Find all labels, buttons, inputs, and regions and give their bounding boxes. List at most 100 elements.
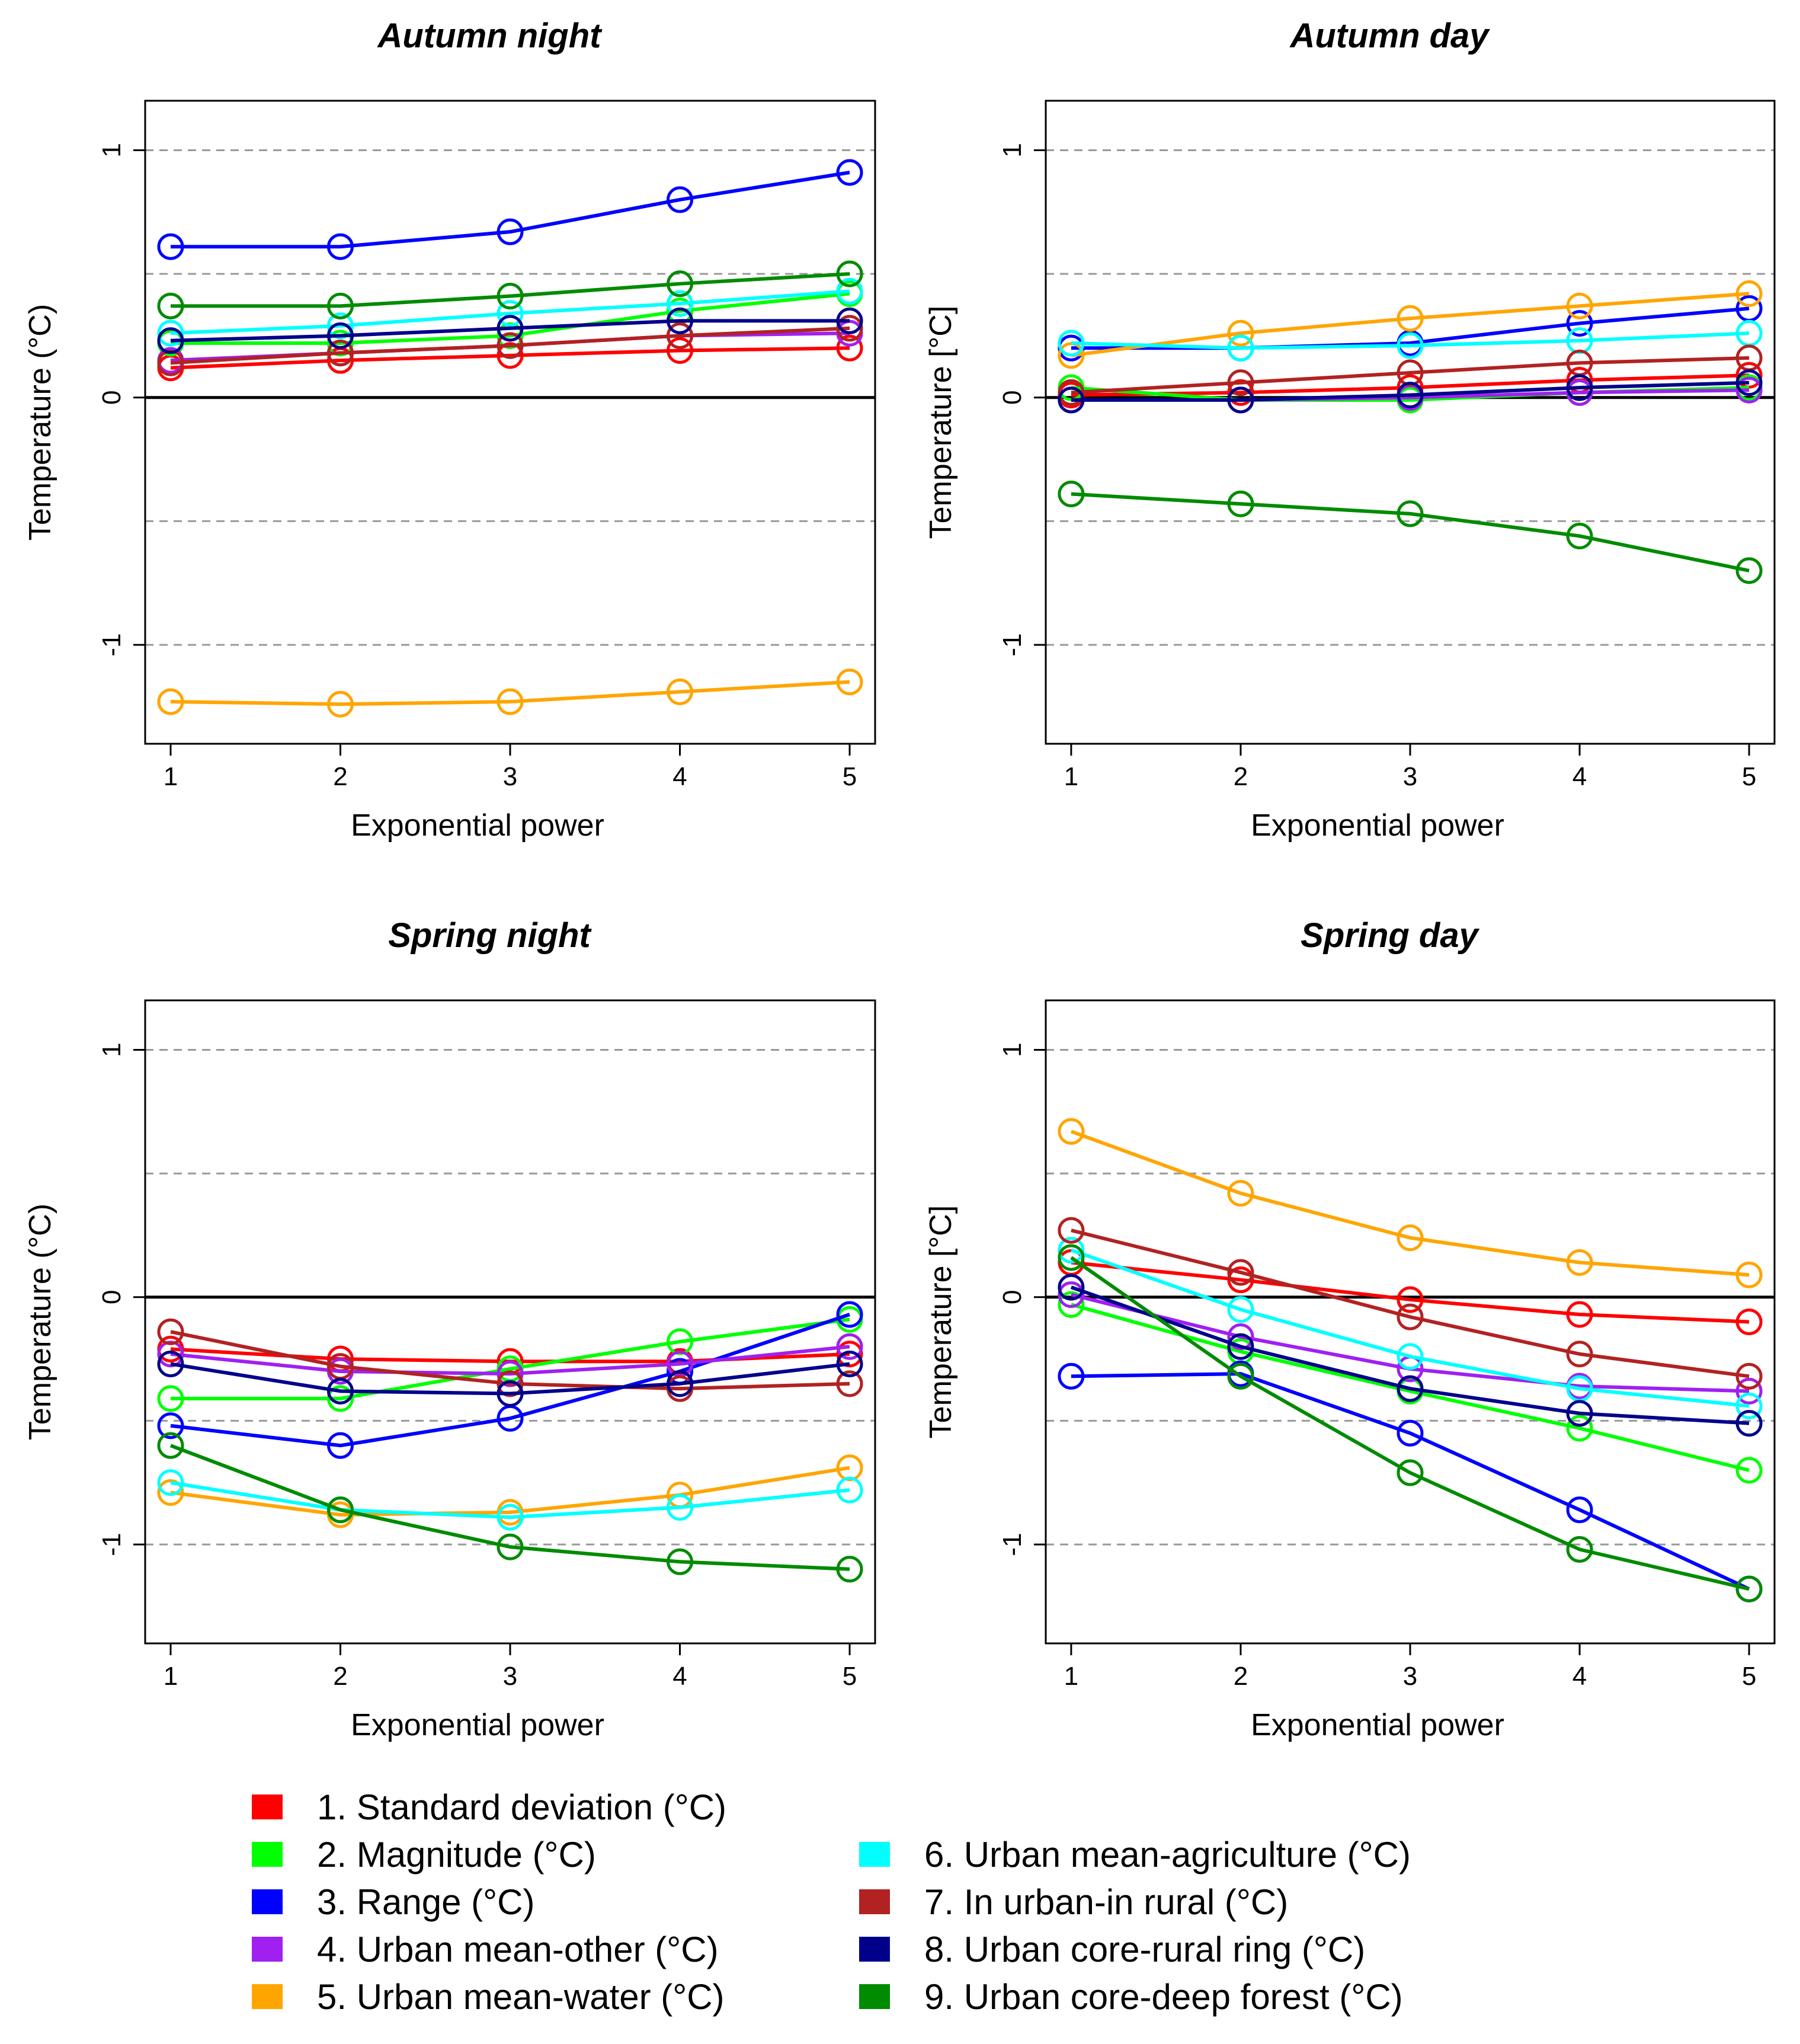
data-point xyxy=(667,1370,694,1397)
x-axis-label: Exponential power xyxy=(351,808,604,843)
series-9 xyxy=(1058,481,1763,584)
legend-entry-8: 8. Urban core-rural ring (°C) xyxy=(859,1930,1365,1969)
data-point xyxy=(1227,379,1254,406)
data-point xyxy=(836,1341,863,1368)
data-point xyxy=(1735,1575,1763,1602)
x-tick-label: 3 xyxy=(1403,1662,1417,1691)
series-line xyxy=(170,680,850,706)
x-axis-label: Exponential power xyxy=(351,1708,604,1742)
data-point xyxy=(1227,1362,1254,1390)
legend-label: 1. Standard deviation (°C) xyxy=(317,1787,726,1827)
series-8 xyxy=(157,307,863,354)
data-point xyxy=(667,290,694,317)
series-5 xyxy=(1058,280,1763,369)
data-point xyxy=(326,690,354,718)
data-point xyxy=(326,1432,354,1459)
data-point xyxy=(157,327,184,354)
data-point xyxy=(157,1432,184,1459)
data-point xyxy=(1397,1375,1424,1402)
series-line xyxy=(170,289,850,335)
data-point xyxy=(497,332,524,359)
data-point xyxy=(1227,319,1254,347)
data-point xyxy=(1058,1274,1085,1301)
x-tick-label: 5 xyxy=(843,1662,857,1691)
series-line xyxy=(170,326,850,365)
series-8 xyxy=(1058,1274,1763,1437)
series-3 xyxy=(157,1301,863,1459)
series-line xyxy=(1071,1372,1750,1591)
data-point xyxy=(667,186,694,213)
y-tick-label: -1 xyxy=(998,1533,1027,1556)
data-point xyxy=(1735,1362,1763,1390)
data-point xyxy=(497,688,524,715)
series-line xyxy=(1071,1261,1750,1324)
series-6 xyxy=(157,277,863,347)
data-point xyxy=(1566,1341,1593,1368)
legend-entry-1: 1. Standard deviation (°C) xyxy=(252,1787,726,1827)
data-point xyxy=(1735,1261,1763,1288)
data-point xyxy=(1735,362,1763,389)
data-point xyxy=(1058,1118,1085,1145)
y-tick-label: 0 xyxy=(97,1290,126,1304)
legend-swatch xyxy=(252,1937,283,1962)
data-point xyxy=(836,1370,863,1397)
y-tick-label: 0 xyxy=(998,1290,1027,1304)
data-point xyxy=(326,340,354,367)
data-point xyxy=(157,688,184,715)
series-9 xyxy=(1058,1244,1763,1602)
data-point xyxy=(157,319,184,347)
legend-swatch xyxy=(252,1842,283,1867)
series-line xyxy=(170,1362,850,1396)
y-axis-label: Temperature (°C) xyxy=(23,304,57,540)
x-tick-label: 2 xyxy=(333,762,347,791)
y-tick-label: 0 xyxy=(998,391,1027,405)
data-point xyxy=(1058,1362,1085,1390)
data-point xyxy=(1566,1400,1593,1427)
legend-swatch xyxy=(252,1889,283,1914)
data-point xyxy=(836,1476,863,1504)
data-point xyxy=(1397,305,1424,332)
legend-entry-2: 2. Magnitude (°C) xyxy=(252,1835,596,1875)
series-3 xyxy=(157,159,863,260)
legend-label: 4. Urban mean-other (°C) xyxy=(317,1930,719,1969)
data-point xyxy=(1566,310,1593,337)
data-point xyxy=(1227,386,1254,414)
data-point xyxy=(157,1479,184,1506)
panel-title: Spring day xyxy=(1301,916,1479,955)
legend-label: 9. Urban core-deep forest (°C) xyxy=(924,1977,1403,2017)
series-6 xyxy=(1058,319,1763,362)
data-point xyxy=(157,1385,184,1412)
data-point xyxy=(836,1301,863,1328)
data-point xyxy=(1397,500,1424,527)
panel-title: Autumn day xyxy=(1289,17,1490,55)
data-point xyxy=(1735,376,1763,404)
panel-title: Autumn night xyxy=(377,17,603,55)
series-line xyxy=(1070,1285,1750,1425)
series-line xyxy=(1071,331,1750,350)
series-line xyxy=(170,1313,850,1448)
data-point xyxy=(1566,374,1593,401)
data-point xyxy=(836,1333,863,1360)
data-point xyxy=(1058,1236,1085,1263)
data-point xyxy=(1397,382,1424,409)
series-line xyxy=(170,346,850,370)
y-axis-label: Temperature (°C) xyxy=(23,1204,57,1440)
panel-2: Autumn day 1 2 3 4 5 -1 0 1 Exponential power Temp… xyxy=(924,17,1776,843)
series-line xyxy=(170,292,850,345)
series-line xyxy=(1070,1130,1750,1277)
data-point xyxy=(667,337,694,364)
series-line xyxy=(1070,1256,1750,1591)
data-point xyxy=(1058,330,1085,357)
legend-entry-4: 4. Urban mean-other (°C) xyxy=(252,1930,719,1969)
data-point xyxy=(497,1380,524,1408)
x-axis-label: Exponential power xyxy=(1251,808,1504,843)
series-line xyxy=(170,1480,850,1520)
series-6 xyxy=(1058,1236,1763,1419)
y-tick-label: 1 xyxy=(998,1042,1027,1057)
data-point xyxy=(497,1360,524,1387)
data-point xyxy=(836,1350,863,1377)
data-point xyxy=(1227,1259,1254,1286)
data-point xyxy=(326,312,354,340)
data-point xyxy=(326,1385,354,1412)
data-point xyxy=(1397,1224,1424,1252)
